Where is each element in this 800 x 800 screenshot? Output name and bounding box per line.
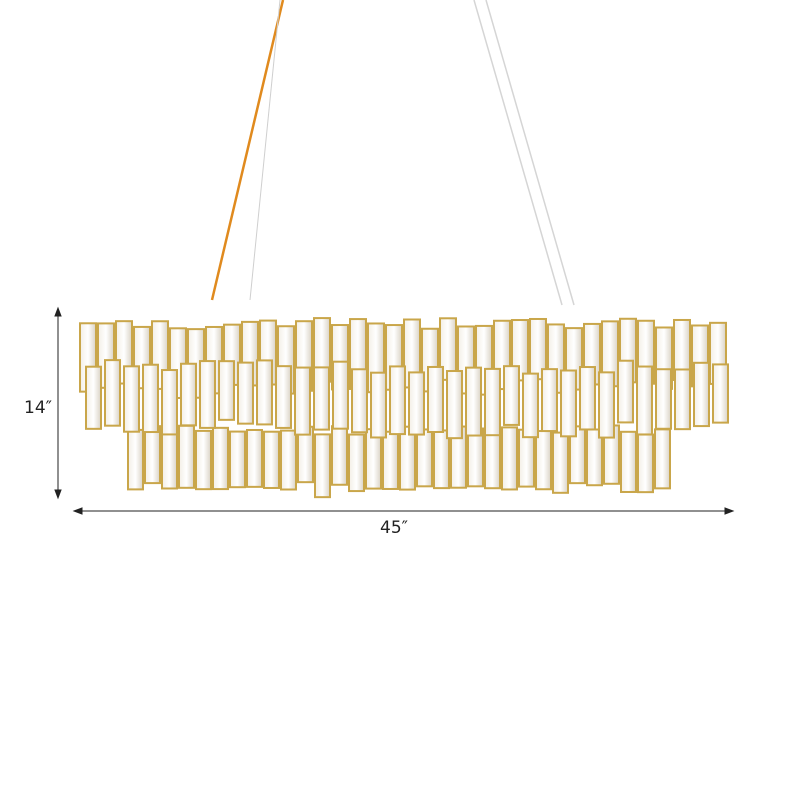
crystal-panel: [399, 425, 416, 491]
crystal-panel: [598, 371, 615, 439]
crystal-panel: [712, 363, 729, 424]
crystal-panel: [552, 431, 569, 494]
crystal-panel: [237, 361, 254, 425]
crystal-panel: [416, 428, 433, 488]
crystal-panel: [275, 365, 292, 429]
crystal-panel: [446, 370, 463, 440]
crystal-panel: [579, 366, 596, 431]
crystal-panel: [313, 366, 330, 431]
width-dimension-line: [72, 507, 735, 515]
crystal-panel: [195, 429, 212, 491]
crystal-panel: [408, 371, 425, 436]
crystal-panel: [256, 359, 273, 426]
crystal-panel: [280, 429, 297, 491]
crystal-panel: [484, 367, 501, 437]
height-dimension-line: [54, 306, 62, 500]
crystal-panel: [161, 369, 178, 436]
crystal-panel: [229, 430, 246, 489]
crystal-panel: [314, 433, 331, 499]
crystal-panel: [501, 426, 518, 491]
crystal-panel: [655, 368, 672, 430]
crystal-panel: [142, 363, 159, 434]
crystal-panel: [348, 433, 365, 493]
crystal-panel: [465, 366, 482, 437]
power-cord: [210, 0, 285, 301]
crystal-panel: [127, 428, 144, 491]
crystal-panel: [382, 430, 399, 490]
width-label: 45″: [380, 518, 408, 538]
crystal-panel: [569, 425, 586, 485]
crystal-panel: [503, 365, 520, 426]
crystal-panel: [522, 372, 539, 439]
crystal-panel: [246, 428, 263, 488]
crystal-panel: [180, 362, 197, 427]
crystal-panel: [693, 361, 710, 428]
height-label: 14″: [24, 398, 52, 418]
crystal-panel: [161, 428, 178, 490]
crystal-panel: [674, 368, 691, 431]
crystal-panel: [144, 425, 161, 485]
crystal-panel: [294, 366, 311, 436]
crystal-panel: [467, 427, 484, 488]
suspension-wire: [473, 0, 563, 306]
crystal-panel: [370, 371, 387, 439]
crystal-panel: [636, 365, 653, 436]
suspension-wire: [249, 0, 281, 301]
crystal-panel: [218, 360, 235, 421]
crystal-panel: [263, 430, 280, 489]
crystal-panel: [541, 368, 558, 433]
crystal-panel: [85, 365, 102, 430]
crystal-panel: [199, 360, 216, 429]
crystal-panel: [351, 368, 368, 434]
crystal-panel: [104, 359, 121, 427]
crystal-panel: [518, 428, 535, 488]
crystal-panel: [535, 430, 552, 491]
crystal-panel: [620, 430, 637, 493]
crystal-panel: [389, 365, 406, 436]
crystal-panel: [654, 428, 671, 490]
crystal-panel: [617, 359, 634, 424]
crystal-panel: [212, 426, 229, 491]
crystal-tiers: [79, 317, 729, 499]
crystal-panel: [331, 425, 348, 486]
crystal-panel: [123, 365, 140, 433]
crystal-panel: [178, 424, 195, 489]
suspension-wire: [485, 0, 575, 306]
crystal-panel: [332, 360, 349, 430]
crystal-panel: [637, 433, 654, 494]
crystal-panel: [427, 365, 444, 433]
crystal-panel: [560, 369, 577, 438]
